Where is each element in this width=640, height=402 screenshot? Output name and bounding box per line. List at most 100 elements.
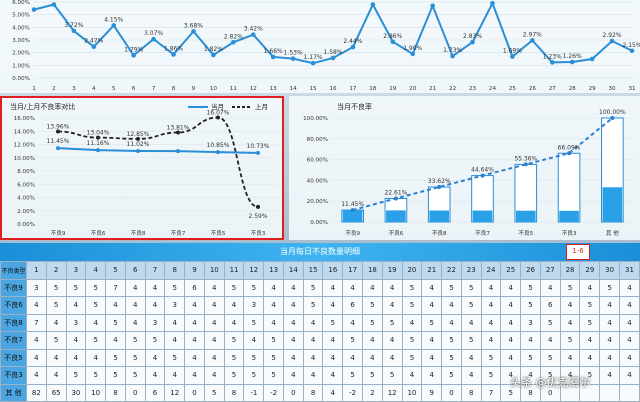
count-cell: 5 bbox=[124, 331, 146, 350]
count-cell: 5 bbox=[401, 278, 423, 297]
count-cell: 5 bbox=[105, 348, 126, 367]
table-row: 不良3 4 4 5 5 5 5 4 4 4 4 5 5 5 4 4 4 5 5 5 4 4 5 4 5 4 4 5 4 5 4 4 bbox=[0, 366, 640, 385]
count-cell: 4 bbox=[26, 296, 47, 315]
y-tick-label: 0.00% bbox=[310, 220, 328, 226]
day-header: 12 bbox=[243, 261, 265, 280]
count-cell: 4 bbox=[381, 348, 403, 367]
y-tick-label: 10.00% bbox=[14, 156, 35, 162]
count-cell: 4 bbox=[441, 313, 462, 332]
cumulative-point bbox=[393, 196, 398, 201]
count-cell: 4 bbox=[322, 331, 344, 350]
count-cell: 4 bbox=[618, 278, 640, 297]
data-point bbox=[231, 39, 236, 45]
x-tick-label: 28 bbox=[569, 86, 577, 92]
count-cell: 4 bbox=[203, 278, 225, 297]
data-point bbox=[530, 38, 535, 43]
row-header: 其 他 bbox=[0, 383, 27, 402]
count-cell: 4 bbox=[500, 313, 522, 332]
previous-point bbox=[256, 204, 260, 209]
count-cell: 5 bbox=[362, 313, 383, 332]
count-cell: 4 bbox=[124, 296, 146, 315]
count-cell: 4 bbox=[500, 296, 522, 315]
count-cell: 5 bbox=[243, 366, 265, 385]
cumulative-label: 33.62% bbox=[428, 178, 451, 185]
category-label: 不良5 bbox=[518, 229, 533, 237]
data-point bbox=[410, 51, 416, 57]
count-cell: 4 bbox=[460, 313, 482, 332]
row-header: 不良3 bbox=[0, 366, 27, 385]
count-cell: 4 bbox=[618, 296, 640, 315]
count-grid: 不良类型 1 2 3 4 5 6 7 8 9 10 11 12 13 14 15 16 17 18 19 20 21 22 2… bbox=[0, 261, 640, 402]
count-cell: 8 bbox=[223, 383, 245, 402]
data-label: 2.86% bbox=[383, 33, 402, 40]
count-cell: 4 bbox=[144, 366, 166, 385]
count-cell: 5 bbox=[362, 366, 383, 385]
count-cell: 4 bbox=[460, 366, 482, 385]
count-cell: 7 bbox=[480, 383, 502, 402]
count-cell: 4 bbox=[421, 278, 443, 297]
count-cell: 4 bbox=[302, 366, 324, 385]
data-point bbox=[350, 44, 356, 50]
y-tick-label: 20.00% bbox=[307, 199, 328, 205]
category-label: 不良9 bbox=[51, 229, 66, 237]
count-cell: 3 bbox=[243, 296, 265, 315]
count-cell: 4 bbox=[520, 331, 541, 350]
category-label: 不良7 bbox=[171, 229, 186, 237]
previous-label: 13.81% bbox=[167, 125, 190, 132]
data-label: 1.17% bbox=[304, 54, 323, 61]
count-cell: 4 bbox=[105, 296, 126, 315]
count-cell: 5 bbox=[559, 278, 581, 297]
y-tick-label: 0.00% bbox=[17, 222, 35, 228]
count-cell: 5 bbox=[539, 313, 561, 332]
x-tick-label: 8 bbox=[172, 86, 176, 92]
day-header: 3 bbox=[65, 261, 87, 280]
count-cell: 5 bbox=[302, 278, 324, 297]
count-cell: 5 bbox=[579, 296, 601, 315]
count-cell: 4 bbox=[85, 313, 107, 332]
count-cell: 6 bbox=[184, 278, 205, 297]
y-tick-label: 5.00% bbox=[12, 13, 30, 19]
day-header: 24 bbox=[480, 261, 502, 280]
count-cell: 4 bbox=[302, 348, 324, 367]
count-cell: 5 bbox=[203, 383, 225, 402]
data-point bbox=[589, 56, 595, 62]
count-cell: 4 bbox=[26, 366, 47, 385]
day-header: 2 bbox=[45, 261, 67, 280]
x-tick-label: 16 bbox=[329, 86, 337, 92]
table-header-row: 不良类型 1 2 3 4 5 6 7 8 9 10 11 12 13 14 15 16 17 18 19 20 21 22 2… bbox=[0, 261, 640, 280]
data-label: 3.72% bbox=[64, 22, 83, 29]
data-label: 1.79% bbox=[124, 46, 143, 53]
count-cell: 4 bbox=[65, 331, 87, 350]
data-label: 1.86% bbox=[164, 45, 183, 52]
count-cell: 5 bbox=[539, 348, 561, 367]
day-header: 5 bbox=[105, 261, 126, 280]
daily-count-table: 当月每日不良数量明细 1-6 不良类型 1 2 3 4 5 6 7 8 9 10 11 12 13 14 15… bbox=[0, 243, 640, 402]
x-tick-label: 2 bbox=[52, 86, 56, 92]
count-cell: 5 bbox=[401, 348, 423, 367]
count-cell: 4 bbox=[263, 313, 284, 332]
category-label: 不良3 bbox=[562, 229, 577, 237]
data-label: 3.68% bbox=[184, 22, 203, 29]
cumulative-panel: 当月不良率 100.00% 80.00% 60.00% 40.00% 20.00% 0.00… bbox=[289, 96, 640, 240]
count-cell: 4 bbox=[480, 296, 502, 315]
x-tick-label: 17 bbox=[349, 86, 357, 92]
range-selector[interactable]: 1-6 bbox=[566, 244, 590, 260]
x-tick-label: 12 bbox=[250, 86, 257, 92]
data-point bbox=[390, 39, 396, 45]
count-cell: 5 bbox=[342, 331, 364, 350]
count-cell: 5 bbox=[85, 366, 107, 385]
cumulative-label: 11.45% bbox=[341, 201, 364, 208]
count-cell: 6 bbox=[144, 383, 166, 402]
watermark: 头条 @优克雾尔 bbox=[510, 376, 591, 389]
count-cell: 4 bbox=[342, 348, 364, 367]
count-cell: 12 bbox=[164, 383, 186, 402]
count-cell: 4 bbox=[322, 278, 344, 297]
y-tick-label: 16.00% bbox=[14, 116, 35, 122]
count-cell: 5 bbox=[223, 348, 245, 367]
count-cell: 4 bbox=[45, 366, 67, 385]
count-cell: 5 bbox=[164, 278, 186, 297]
previous-point bbox=[136, 136, 140, 141]
count-cell: 4 bbox=[599, 313, 620, 332]
count-cell: 4 bbox=[362, 278, 383, 297]
x-tick-label: 11 bbox=[230, 86, 238, 92]
